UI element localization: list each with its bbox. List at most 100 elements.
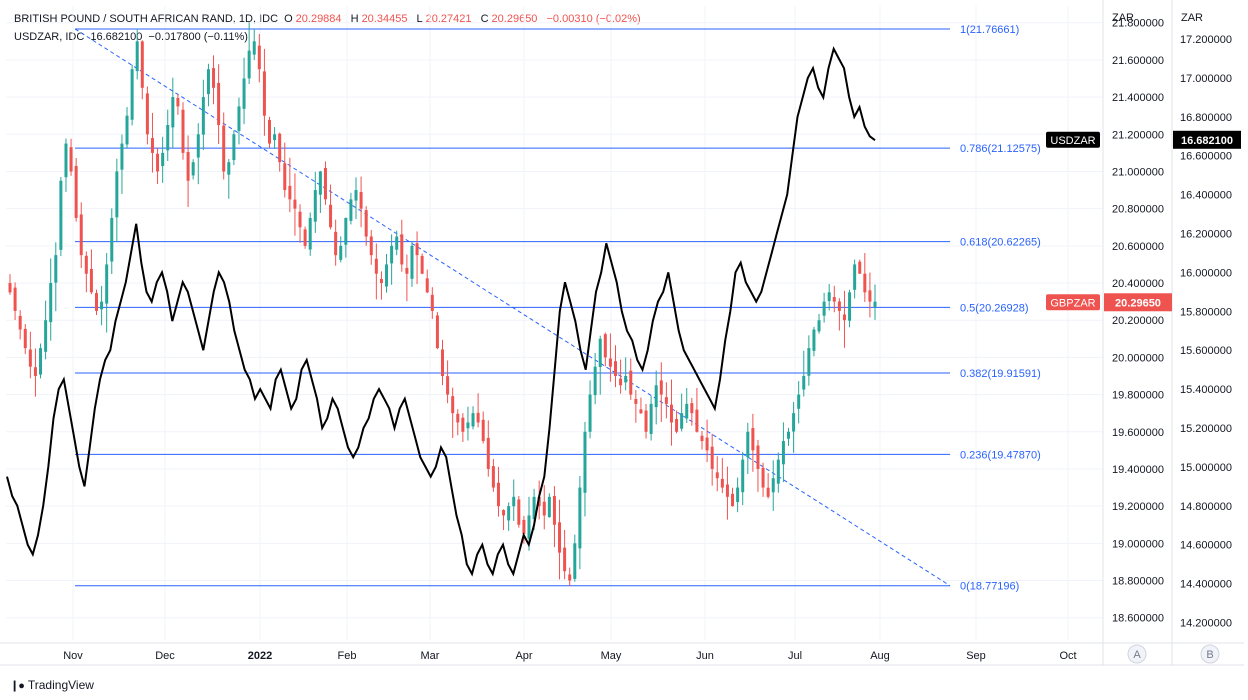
- candle-body: [725, 484, 729, 497]
- candle-body: [461, 417, 465, 432]
- candle-body: [715, 472, 719, 479]
- candle-body: [140, 41, 144, 88]
- candle-body: [242, 78, 246, 109]
- candle-body: [59, 180, 63, 250]
- scale-b-tick-label: 15.000000: [1180, 462, 1232, 474]
- candle-body: [827, 292, 831, 302]
- candle-body: [614, 361, 617, 376]
- scale-a-tick-label: 20.600000: [1112, 241, 1164, 253]
- candle-body: [44, 320, 48, 352]
- candle-body: [171, 97, 175, 128]
- candle-body: [471, 413, 475, 427]
- candle-body: [161, 152, 165, 167]
- candle-body: [232, 134, 236, 161]
- candle-body: [680, 413, 684, 429]
- candle-body: [130, 69, 134, 120]
- candle-body: [710, 446, 714, 469]
- scale-a-tick-label: 20.400000: [1112, 278, 1164, 290]
- scale-a-button[interactable]: [1127, 644, 1147, 664]
- usdzar-price-value: 16.682100: [1181, 135, 1233, 147]
- scale-a-tick-label: 21.200000: [1112, 129, 1164, 141]
- scale-b-tick-label: 14.800000: [1180, 501, 1232, 513]
- fib-level-label: 0.786(21.12575): [960, 143, 1041, 155]
- candle-body: [690, 403, 694, 414]
- candle-body: [120, 143, 124, 170]
- candle-body: [649, 403, 653, 434]
- candle-body: [217, 82, 221, 125]
- candle-body: [364, 210, 368, 237]
- usdzar-badge-label: USDZAR: [1050, 135, 1095, 147]
- candle-body: [237, 106, 241, 131]
- scale-a-tick-label: 19.800000: [1112, 390, 1164, 402]
- low-value: L 20.27421: [416, 13, 472, 25]
- candle-body: [278, 133, 282, 163]
- candle-body: [369, 236, 373, 256]
- time-axis-label: 2022: [248, 650, 272, 662]
- scale-a-tick-label: 20.200000: [1112, 315, 1164, 327]
- gbpzar-price-tag: [1104, 293, 1172, 312]
- candle-body: [669, 404, 673, 423]
- candle-body: [69, 147, 73, 172]
- candle-body: [837, 301, 841, 311]
- candle-body: [13, 287, 17, 311]
- candle-body: [268, 119, 271, 144]
- candle-body: [247, 50, 251, 79]
- candle-body: [476, 412, 480, 423]
- candle-body: [456, 413, 460, 423]
- usdzar-price-tag: [1173, 130, 1241, 149]
- scale-b-tick-label: 17.000000: [1180, 73, 1232, 85]
- time-axis-label: May: [601, 650, 622, 662]
- scale-a-tick-label: 21.800000: [1112, 18, 1164, 30]
- candle-body: [598, 338, 602, 368]
- candle-body: [756, 445, 760, 469]
- candle-body: [542, 501, 546, 516]
- candle-body: [186, 152, 190, 181]
- candle-body: [125, 115, 129, 145]
- scale-b-tick-label: 14.600000: [1180, 540, 1232, 552]
- candle-body: [629, 370, 633, 395]
- change-value: −0.00310 (−0.02%): [546, 13, 641, 25]
- scale-a-tick-label: 19.200000: [1112, 501, 1164, 513]
- candle-body: [395, 236, 399, 250]
- candle-body: [374, 258, 378, 274]
- scale-b-button[interactable]: [1200, 644, 1220, 664]
- main-symbol: BRITISH POUND / SOUTH AFRICAN RAND, 1D, …: [14, 13, 279, 25]
- candle-body: [441, 349, 444, 376]
- candle-body: [787, 431, 790, 439]
- candle-body: [115, 171, 119, 218]
- candle-body: [425, 278, 429, 293]
- candle-body: [624, 375, 628, 383]
- scale-b-tick-label: 14.200000: [1180, 617, 1232, 629]
- candle-body: [720, 478, 724, 488]
- candle-body: [812, 329, 816, 351]
- scale-a-tick-label: 21.600000: [1112, 55, 1164, 67]
- candle-body: [858, 261, 862, 274]
- time-axis-label: Apr: [515, 650, 532, 662]
- candle-body: [150, 138, 154, 153]
- gbpzar-badge-label: GBPZAR: [1050, 297, 1095, 309]
- candle-body: [583, 431, 587, 493]
- candle-body: [227, 162, 231, 175]
- candle-body: [390, 245, 394, 264]
- time-axis-label: Feb: [338, 650, 357, 662]
- tradingview-footer[interactable]: ❙● TradingView: [10, 678, 94, 692]
- candle-body: [792, 413, 796, 432]
- candle-body: [873, 301, 877, 307]
- candle-body: [654, 385, 658, 408]
- candle-body: [400, 234, 404, 265]
- candle-body: [619, 378, 623, 386]
- candle-body: [293, 199, 297, 209]
- scale-a-tick-label: 18.800000: [1112, 576, 1164, 588]
- candle-body: [64, 143, 68, 178]
- candle-body: [573, 543, 577, 579]
- candle-body: [705, 437, 709, 451]
- candle-body: [110, 217, 114, 262]
- candle-body: [527, 515, 531, 539]
- candle-body: [54, 255, 58, 283]
- gbpzar-badge: [1046, 294, 1100, 311]
- candle-body: [496, 482, 500, 507]
- candle-body: [415, 243, 419, 256]
- candle-body: [303, 229, 307, 246]
- candle-body: [731, 493, 735, 507]
